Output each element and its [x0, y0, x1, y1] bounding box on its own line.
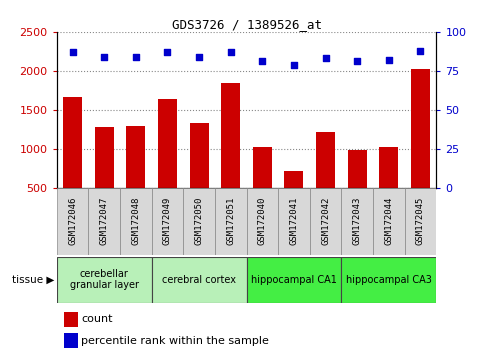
Bar	[348, 150, 367, 188]
Bar	[341, 188, 373, 255]
Bar	[57, 188, 88, 255]
Text: hippocampal CA3: hippocampal CA3	[346, 275, 432, 285]
Point	[290, 62, 298, 67]
Bar	[316, 132, 335, 188]
Bar	[63, 97, 82, 188]
Bar	[88, 188, 120, 255]
Bar	[57, 257, 152, 303]
Bar	[246, 257, 341, 303]
Bar	[95, 127, 113, 188]
Bar	[310, 188, 341, 255]
Bar	[189, 122, 209, 188]
Point	[195, 54, 203, 59]
Point	[100, 54, 108, 59]
Text: GSM172047: GSM172047	[100, 197, 108, 245]
Text: tissue ▶: tissue ▶	[12, 275, 54, 285]
Text: percentile rank within the sample: percentile rank within the sample	[81, 336, 269, 346]
Bar	[341, 257, 436, 303]
Point	[385, 57, 393, 63]
Bar	[64, 333, 77, 348]
Text: GSM172044: GSM172044	[385, 197, 393, 245]
Text: GSM172040: GSM172040	[258, 197, 267, 245]
Bar	[380, 147, 398, 188]
Text: GSM172048: GSM172048	[131, 197, 141, 245]
Text: hippocampal CA1: hippocampal CA1	[251, 275, 337, 285]
Bar	[246, 188, 278, 255]
Bar	[64, 312, 77, 327]
Point	[164, 49, 172, 55]
Text: cerebellar
granular layer: cerebellar granular layer	[70, 269, 139, 291]
Bar	[284, 171, 304, 188]
Bar	[411, 69, 430, 188]
Text: count: count	[81, 314, 113, 325]
Text: GSM172046: GSM172046	[68, 197, 77, 245]
Text: GSM172051: GSM172051	[226, 197, 235, 245]
Text: cerebral cortex: cerebral cortex	[162, 275, 236, 285]
Text: GSM172043: GSM172043	[352, 197, 362, 245]
Point	[258, 59, 266, 64]
Bar	[126, 126, 145, 188]
Bar	[120, 188, 152, 255]
Point	[69, 49, 76, 55]
Text: GSM172041: GSM172041	[289, 197, 298, 245]
Bar	[152, 257, 246, 303]
Text: GSM172050: GSM172050	[195, 197, 204, 245]
Bar	[183, 188, 215, 255]
Text: GSM172042: GSM172042	[321, 197, 330, 245]
Point	[321, 56, 329, 61]
Point	[353, 59, 361, 64]
Bar	[215, 188, 246, 255]
Title: GDS3726 / 1389526_at: GDS3726 / 1389526_at	[172, 18, 321, 31]
Point	[132, 54, 140, 59]
Bar	[221, 83, 240, 188]
Point	[417, 48, 424, 53]
Bar	[405, 188, 436, 255]
Bar	[373, 188, 405, 255]
Point	[227, 49, 235, 55]
Text: GSM172045: GSM172045	[416, 197, 425, 245]
Bar	[152, 188, 183, 255]
Bar	[278, 188, 310, 255]
Text: GSM172049: GSM172049	[163, 197, 172, 245]
Bar	[253, 147, 272, 188]
Bar	[158, 99, 177, 188]
